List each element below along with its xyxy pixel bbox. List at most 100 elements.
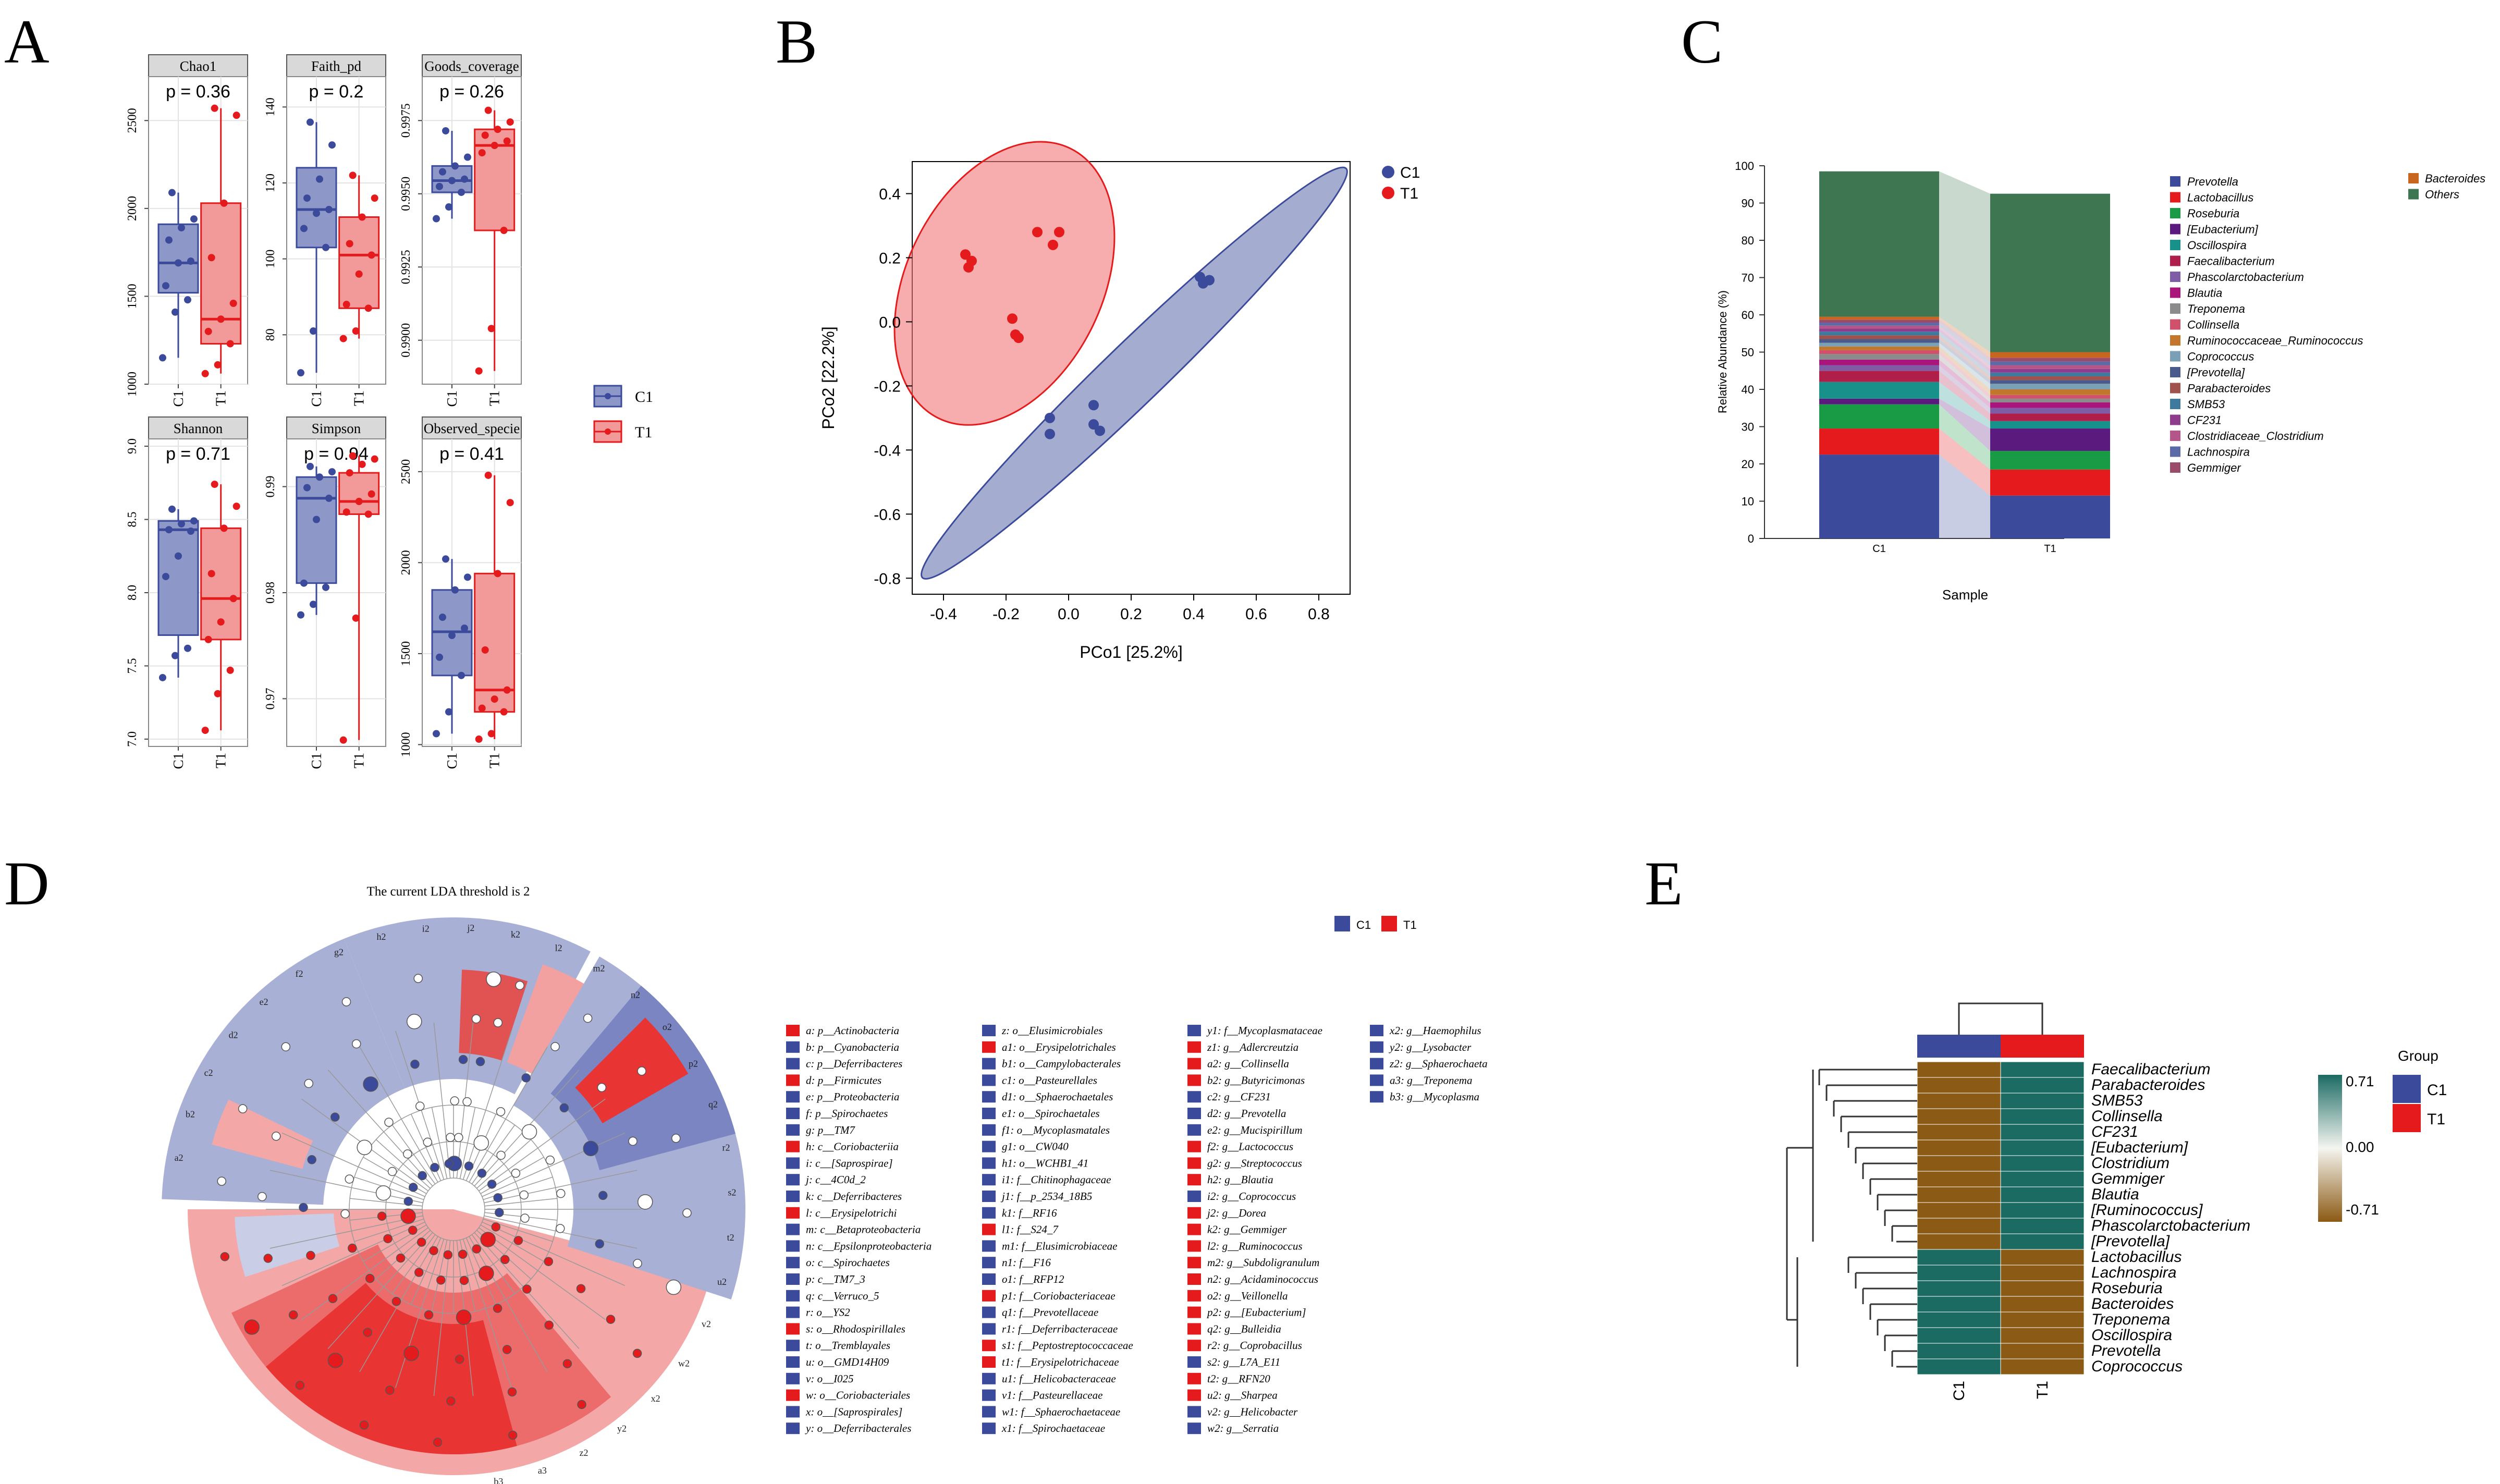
group-legend-label: C1: [2427, 1082, 2447, 1099]
data-point: [461, 175, 468, 183]
data-point: [229, 299, 237, 307]
data-point: [487, 730, 495, 738]
y-axis-label: PCo2 [22.2%]: [819, 326, 838, 429]
data-point: [201, 370, 209, 377]
data-point: [367, 490, 375, 498]
y-tick-label: 2000: [399, 550, 413, 575]
taxon-label: m1: f__Elusimicrobiaceae: [1002, 1240, 1117, 1252]
row-label: Faecalibacterium: [2091, 1061, 2210, 1078]
data-point: [190, 517, 198, 525]
tree-node: [299, 1203, 308, 1212]
data-point-t1: [1054, 227, 1064, 238]
taxon-swatch: [1187, 1422, 1201, 1434]
tree-branch: [479, 1227, 606, 1320]
legend-swatch: [2170, 431, 2180, 441]
tree-ring: [385, 1141, 522, 1278]
data-point-t1: [963, 262, 974, 273]
taxon-swatch: [786, 1124, 800, 1136]
data-point: [491, 142, 498, 150]
bar-segment-t1: [1990, 358, 2110, 362]
legend-label: Treponema: [2187, 302, 2245, 315]
data-point-c1: [1095, 425, 1105, 436]
tree-node: [410, 1059, 420, 1069]
taxon-label: p1: f__Coriobacteriaceae: [1001, 1290, 1116, 1302]
taxon-swatch: [982, 1273, 996, 1285]
data-point: [325, 494, 333, 502]
taxon-label: t1: f__Erysipelotrichaceae: [1002, 1356, 1119, 1368]
taxon-label: a2: g__Collinsella: [1207, 1058, 1289, 1070]
data-point: [491, 695, 498, 703]
taxon-swatch: [1370, 1058, 1383, 1070]
x-tick-label: C1: [309, 390, 324, 407]
tree-ring: [422, 1178, 485, 1241]
legend-label: Ruminococcaceae_Ruminococcus: [2187, 334, 2363, 347]
taxon-label: k1: f__RF16: [1002, 1207, 1057, 1219]
facet-title: Simpson: [312, 421, 361, 436]
tree-node: [341, 997, 351, 1007]
data-point: [159, 673, 166, 681]
taxon-label: l1: f__S24_7: [1002, 1223, 1059, 1236]
tree-node: [430, 1162, 439, 1172]
clade-label: q2: [708, 1099, 718, 1110]
heatmap-cell: [1917, 1202, 2001, 1219]
tree-node: [391, 1297, 401, 1306]
y-tick-label: 50: [1742, 346, 1754, 359]
data-point: [494, 570, 501, 578]
taxon-swatch: [1187, 1108, 1201, 1119]
y-tick-label: 0.4: [879, 186, 901, 203]
taxon-label: n1: f__F16: [1002, 1256, 1051, 1269]
y-tick-label: 100: [1735, 160, 1754, 173]
box-c1: [157, 223, 199, 294]
tree-node: [403, 1149, 412, 1159]
legend-label: CF231: [2187, 414, 2222, 427]
data-point: [175, 259, 182, 267]
taxon-swatch: [786, 1372, 800, 1384]
flow-band: [1939, 359, 1990, 408]
taxon-label: f: p__Spirochaetes: [806, 1107, 888, 1120]
row-label: Bacteroides: [2091, 1295, 2174, 1313]
data-point: [297, 369, 304, 377]
tree-branch: [359, 1046, 438, 1183]
color-scale-bar: [2318, 1075, 2342, 1222]
taxon-swatch: [982, 1074, 996, 1086]
tree-branch: [462, 1238, 512, 1388]
y-tick-label: 40: [1742, 383, 1754, 396]
data-point: [307, 462, 314, 470]
tree-node: [365, 1273, 375, 1283]
legend-swatch: [2170, 414, 2180, 425]
taxon-label: b3: g__Mycoplasma: [1390, 1090, 1479, 1103]
y-tick-label: 0.0: [879, 314, 901, 331]
tree-branch: [479, 1098, 606, 1192]
bar-segment-t1: [1990, 408, 2110, 414]
tree-node: [583, 1140, 599, 1157]
tree-node: [383, 1234, 393, 1244]
taxon-swatch: [982, 1041, 996, 1053]
tree-node: [458, 1054, 468, 1064]
flow-band: [1939, 316, 1990, 358]
y-tick-label: 8.0: [126, 585, 139, 600]
legend-label: C1: [1400, 164, 1420, 181]
y-tick-label: 70: [1742, 272, 1754, 285]
tree-node: [500, 1255, 510, 1265]
tree-node: [479, 1266, 494, 1281]
tree-node: [387, 1167, 397, 1176]
tree-node: [363, 1076, 378, 1092]
flow-band: [1939, 171, 1990, 352]
heatmap-cell: [1917, 1311, 2001, 1328]
data-point: [184, 296, 191, 304]
bar-segment-c1: [1819, 335, 1939, 339]
y-tick-label: 0: [1748, 532, 1754, 545]
legend-title: Group: [2398, 1048, 2438, 1064]
tree-node: [520, 1213, 530, 1223]
flow-band: [1939, 332, 1990, 376]
y-tick-label: -0.4: [874, 442, 901, 459]
taxon-label: e: p__Proteobacteria: [806, 1090, 899, 1103]
data-point: [349, 452, 357, 460]
y-tick-label: 1500: [126, 284, 139, 309]
taxon-swatch: [982, 1191, 996, 1202]
taxon-swatch: [982, 1108, 996, 1119]
row-label: Collinsella: [2091, 1108, 2163, 1125]
tree-node: [513, 1236, 523, 1245]
data-point: [484, 106, 492, 114]
clade-sector-deferribacteres: [235, 1213, 340, 1277]
